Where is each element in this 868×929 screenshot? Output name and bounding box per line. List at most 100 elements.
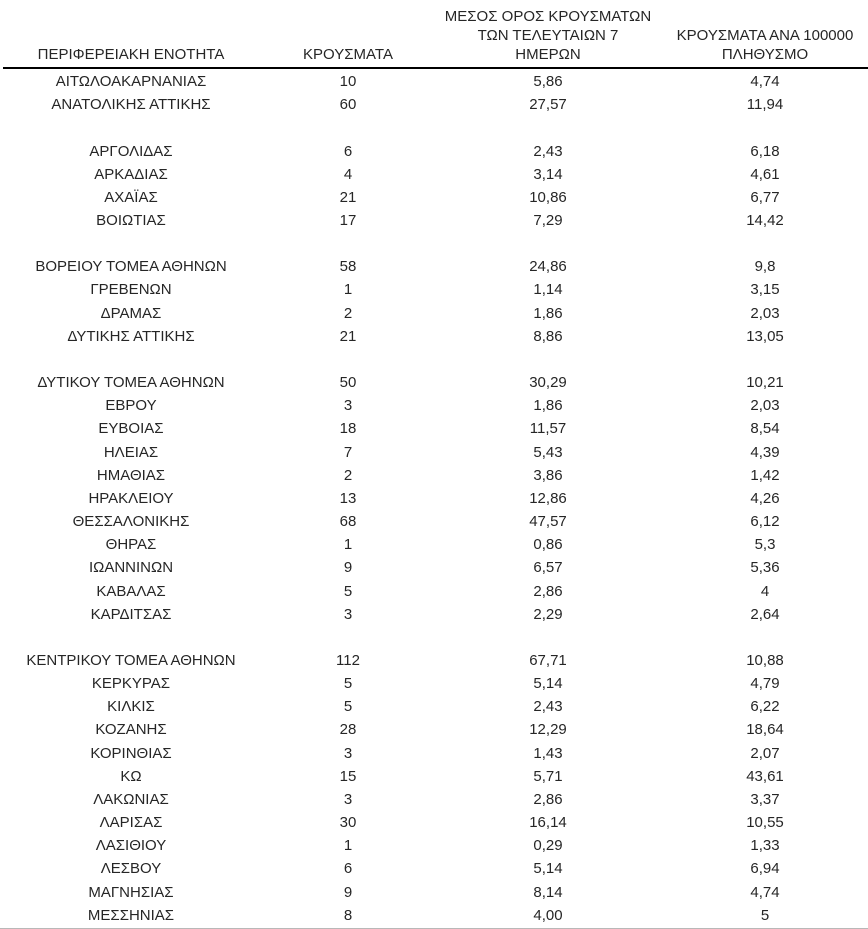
cell-cases: 17 [339,212,357,230]
table-row: ΜΕΣΣΗΝΙΑΣ 8 4,00 5 [0,904,868,927]
cell-cases: 4 [343,165,353,183]
table-row: ΓΡΕΒΕΝΩΝ 1 1,14 3,15 [0,278,868,301]
cell-per-100k: 5,3 [754,536,776,554]
table-row: ΙΩΑΝΝΙΝΩΝ 9 6,57 5,36 [0,556,868,579]
cell-cases: 8 [343,906,353,924]
cell-per-100k: 4,26 [750,489,780,507]
column-header-avg7-line3: ΗΜΕΡΩΝ [515,46,581,63]
cell-region: ΑΡΓΟΛΙΔΑΣ [89,142,173,160]
cell-avg7-days: 47,57 [529,513,567,531]
column-header-cases: ΚΡΟΥΣΜΑΤΑ [262,45,434,64]
cell-avg7-days: 67,71 [529,651,567,669]
cell-per-100k: 6,94 [750,860,780,878]
cell-cases: 68 [339,513,357,531]
table-row: ΛΕΣΒΟΥ 6 5,14 6,94 [0,857,868,880]
cell-per-100k: 10,21 [746,374,784,392]
cell-avg7-days: 12,86 [529,489,567,507]
table-spacer-row [0,626,868,649]
cell-region: ΚΕΝΤΡΙΚΟΥ ΤΟΜΕΑ ΑΘΗΝΩΝ [26,651,236,669]
cell-avg7-days: 2,86 [533,582,563,600]
cell-per-100k: 4,39 [750,443,780,461]
cell-cases: 3 [343,605,353,623]
table-row: ΚΕΡΚΥΡΑΣ 5 5,14 4,79 [0,672,868,695]
cell-avg7-days: 4,00 [533,906,563,924]
cell-per-100k: 4,61 [750,165,780,183]
table-row: ΗΛΕΙΑΣ 7 5,43 4,39 [0,441,868,464]
cell-region: ΑΧΑΪΑΣ [104,188,158,206]
table-row: ΒΟΙΩΤΙΑΣ 17 7,29 14,42 [0,209,868,232]
cell-cases: 5 [343,582,353,600]
table-spacer-row [0,232,868,255]
column-header-per100k: ΚΡΟΥΣΜΑΤΑ ΑΝΑ 100000 ΠΛΗΘΥΣΜΟ [662,26,868,64]
cell-avg7-days: 1,86 [533,304,563,322]
cell-avg7-days: 5,71 [533,767,563,785]
table-row: ΑΡΚΑΔΙΑΣ 4 3,14 4,61 [0,163,868,186]
cell-per-100k: 4,74 [750,883,780,901]
cell-cases: 15 [339,767,357,785]
cell-cases: 5 [343,675,353,693]
cell-region: ΔΥΤΙΚΗΣ ΑΤΤΙΚΗΣ [67,327,195,345]
cell-per-100k: 10,88 [746,651,784,669]
table-row: ΚΩ 15 5,71 43,61 [0,765,868,788]
table-row: ΚΟΡΙΝΘΙΑΣ 3 1,43 2,07 [0,742,868,765]
cell-per-100k: 6,77 [750,188,780,206]
cell-avg7-days: 12,29 [529,721,567,739]
table-spacer-row [0,116,868,139]
cell-avg7-days: 2,43 [533,142,563,160]
cell-per-100k: 4,74 [750,73,780,91]
cell-region: ΔΡΑΜΑΣ [100,304,162,322]
cell-region: ΔΥΤΙΚΟΥ ΤΟΜΕΑ ΑΘΗΝΩΝ [37,374,225,392]
table-row: ΛΑΡΙΣΑΣ 30 16,14 10,55 [0,811,868,834]
cell-avg7-days: 5,14 [533,675,563,693]
cell-cases: 7 [343,443,353,461]
cell-per-100k: 4 [760,582,770,600]
table-row: ΚΙΛΚΙΣ 5 2,43 6,22 [0,695,868,718]
cell-region: ΗΜΑΘΙΑΣ [96,466,166,484]
cell-region: ΘΗΡΑΣ [105,536,157,554]
cell-per-100k: 10,55 [746,814,784,832]
cell-per-100k: 1,33 [750,837,780,855]
cell-cases: 10 [339,73,357,91]
table-row: ΛΑΣΙΘΙΟΥ 1 0,29 1,33 [0,834,868,857]
cell-per-100k: 9,8 [754,258,776,276]
cell-avg7-days: 16,14 [529,814,567,832]
cell-per-100k: 1,42 [750,466,780,484]
cell-avg7-days: 6,57 [533,559,563,577]
cell-avg7-days: 1,14 [533,281,563,299]
cell-region: ΗΡΑΚΛΕΙΟΥ [88,489,174,507]
cell-cases: 58 [339,258,357,276]
cell-region: ΚΑΒΑΛΑΣ [96,582,166,600]
cell-per-100k: 2,07 [750,744,780,762]
cell-per-100k: 6,22 [750,698,780,716]
cell-avg7-days: 7,29 [533,212,563,230]
column-header-per100k-line2: ΠΛΗΘΥΣΜΟ [721,46,809,63]
cell-region: ΑΝΑΤΟΛΙΚΗΣ ΑΤΤΙΚΗΣ [51,96,211,114]
column-header-avg7: ΜΕΣΟΣ ΟΡΟΣ ΚΡΟΥΣΜΑΤΩΝ ΤΩΝ ΤΕΛΕΥΤΑΙΩΝ 7 Η… [434,7,662,64]
cell-cases: 3 [343,397,353,415]
table-row: ΗΜΑΘΙΑΣ 2 3,86 1,42 [0,464,868,487]
column-header-avg7-line1: ΜΕΣΟΣ ΟΡΟΣ ΚΡΟΥΣΜΑΤΩΝ [444,8,652,25]
table-row: ΚΟΖΑΝΗΣ 28 12,29 18,64 [0,718,868,741]
cell-per-100k: 13,05 [746,327,784,345]
cell-cases: 50 [339,374,357,392]
table-spacer-row [0,348,868,371]
cell-avg7-days: 2,29 [533,605,563,623]
cell-region: ΘΕΣΣΑΛΟΝΙΚΗΣ [72,513,190,531]
cell-per-100k: 11,94 [746,96,784,114]
cell-cases: 2 [343,304,353,322]
cell-cases: 21 [339,327,357,345]
cell-cases: 112 [336,651,360,669]
cell-region: ΚΟΖΑΝΗΣ [95,721,167,739]
table-row: ΜΑΓΝΗΣΙΑΣ 9 8,14 4,74 [0,880,868,903]
table-row: ΕΥΒΟΙΑΣ 18 11,57 8,54 [0,417,868,440]
cell-cases: 6 [343,860,353,878]
table-row: ΘΕΣΣΑΛΟΝΙΚΗΣ 68 47,57 6,12 [0,510,868,533]
cell-avg7-days: 5,14 [533,860,563,878]
cell-avg7-days: 11,57 [529,420,567,438]
cell-cases: 13 [339,489,357,507]
table-row: ΕΒΡΟΥ 3 1,86 2,03 [0,394,868,417]
cell-region: ΜΕΣΣΗΝΙΑΣ [87,906,175,924]
cell-cases: 30 [339,814,357,832]
table-row: ΔΥΤΙΚΟΥ ΤΟΜΕΑ ΑΘΗΝΩΝ 50 30,29 10,21 [0,371,868,394]
cell-avg7-days: 8,14 [533,883,563,901]
